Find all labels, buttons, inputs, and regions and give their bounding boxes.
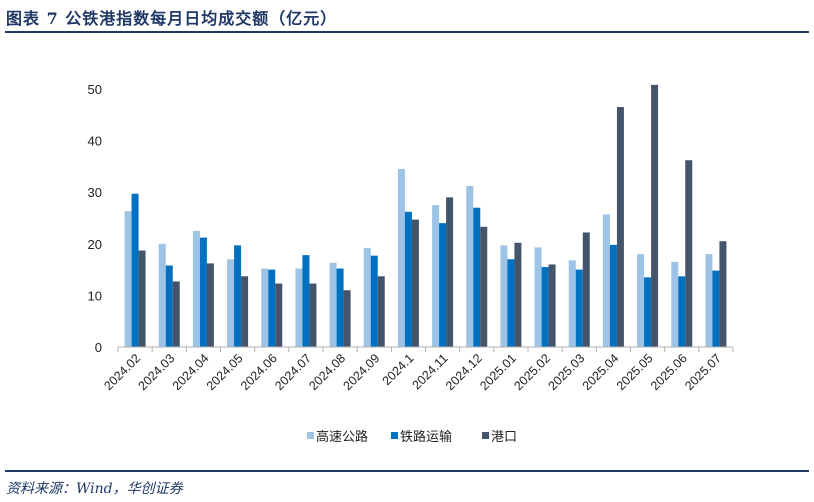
bar-3-2025.06 [685,160,693,347]
bar-2-2024.11 [439,223,447,347]
source-note: 资料来源：Wind，华创证券 [6,481,183,497]
bar-2-2024.06 [268,269,276,347]
bar-3-2024.1 [411,219,419,347]
bar-1-2024.02 [124,211,132,347]
bar-1-2024.08 [329,262,337,347]
bar-1-2025.01 [500,245,508,347]
y-tick-label: 30 [88,185,102,200]
bar-1-2024.1 [397,168,405,347]
bar-2-2025.01 [507,259,515,347]
bar-2-2025.06 [678,276,686,347]
x-tick-label: 2025.04 [580,351,622,393]
bar-1-2024.09 [363,247,371,347]
bar-2-2024.05 [234,245,242,347]
bar-3-2025.04 [616,107,624,347]
bar-1-2025.03 [568,260,576,347]
bar-2-2024.02 [131,193,139,347]
legend-swatch-3 [482,432,489,439]
y-tick-label: 0 [95,340,102,355]
bar-3-2024.02 [138,250,146,347]
bar-3-2025.02 [548,264,556,347]
x-tick-label: 2024.09 [341,351,383,393]
legend-label-2: 铁路运输 [400,429,452,445]
bar-3-2024.05 [241,276,249,347]
bar-2-2024.03 [165,265,173,347]
x-tick-label: 2024.06 [238,351,280,393]
legend-label-3: 港口 [491,430,517,445]
bar-2-2025.07 [712,270,720,347]
bar-2-2025.02 [541,267,549,347]
bar-1-2024.06 [261,268,269,347]
bar-1-2024.12 [466,186,474,347]
bar-3-2024.03 [172,281,180,347]
bar-1-2025.02 [534,247,542,347]
x-tick-label: 2024.05 [204,351,246,393]
x-tick-label: 2025.07 [682,351,724,393]
x-tick-label: 2024.11 [410,351,451,392]
y-axis: 0 10 20 30 40 50 [88,82,102,355]
bar-3-2025.07 [719,241,727,347]
x-tick-label: 2024.12 [443,351,485,393]
x-tick-label: 2025.03 [546,351,588,393]
bar-2-2025.05 [644,277,652,347]
bar-2-2024.07 [302,255,310,347]
legend-swatch-2 [391,432,398,439]
bar-2-2024.1 [404,211,412,347]
bar-1-2025.06 [671,261,679,347]
bar-1-2025.05 [637,254,645,347]
legend-label-1: 高速公路 [316,429,368,445]
bar-3-2024.04 [206,263,214,347]
y-tick-label: 10 [88,288,102,303]
bar-1-2024.11 [432,205,440,347]
y-tick-label: 50 [88,82,102,97]
bar-2-2025.04 [609,244,617,347]
bar-2-2024.12 [473,207,481,347]
bar-chart: 0 10 20 30 40 50 2024.022024.032024.042024.05… [88,82,734,445]
figure-title: 图表 7 公铁港指数每月日均成交额（亿元） [6,9,338,28]
x-tick-label: 2025.01 [477,351,519,393]
bar-3-2025.05 [651,84,659,348]
legend: 高速公路 铁路运输 港口 [307,429,517,445]
bar-3-2024.08 [343,290,351,347]
bar-3-2025.01 [514,242,522,347]
x-tick-label: 2025.02 [511,351,553,393]
bar-1-2024.03 [158,243,166,347]
x-tick-label: 2025.05 [614,351,656,393]
bar-2-2024.09 [370,255,378,347]
x-tick-label: 2024.08 [306,351,348,393]
y-tick-label: 20 [88,237,102,252]
bar-1-2024.05 [227,259,235,347]
bar-3-2024.07 [309,283,317,347]
bar-2-2025.03 [575,269,583,347]
bar-3-2024.12 [480,226,488,347]
x-tick-label: 2024.07 [272,351,314,393]
bars-group [124,84,727,348]
bar-2-2024.04 [199,237,207,347]
bar-1-2025.04 [602,214,610,347]
bar-3-2024.11 [446,197,454,347]
x-tick-label: 2024.02 [101,351,143,393]
bar-3-2024.09 [377,276,385,347]
bar-3-2025.03 [582,232,590,347]
bar-1-2024.04 [192,230,200,347]
footer-rule [5,470,809,472]
bar-3-2024.06 [275,283,283,347]
bar-1-2024.07 [295,268,303,347]
bar-1-2025.07 [705,254,713,347]
legend-swatch-1 [307,432,314,439]
x-tick-label: 2024.03 [136,351,178,393]
header-rule [5,31,809,33]
x-axis: 2024.022024.032024.042024.052024.062024.… [101,346,734,393]
y-tick-label: 40 [88,134,102,149]
x-tick-label: 2024.04 [170,351,212,393]
bar-2-2024.08 [336,268,344,347]
x-tick-label: 2025.06 [648,351,690,393]
